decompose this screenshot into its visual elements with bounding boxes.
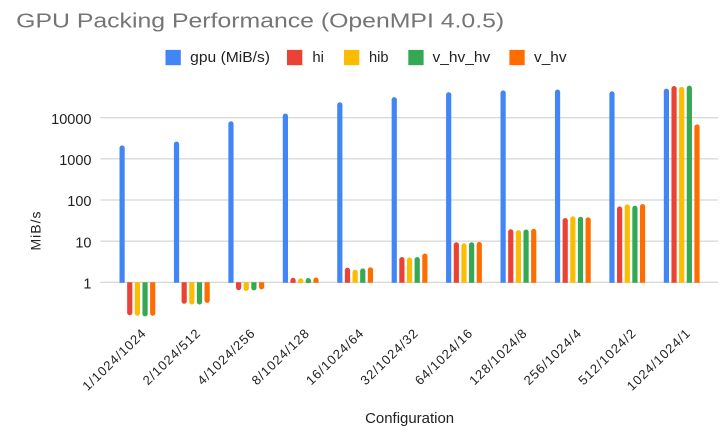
svg-text:1: 1 (83, 276, 91, 292)
svg-text:1000: 1000 (59, 153, 91, 169)
svg-text:10: 10 (75, 235, 91, 251)
svg-text:100: 100 (67, 194, 91, 210)
svg-text:v_hv: v_hv (534, 50, 568, 66)
svg-text:1/1024/1024: 1/1024/1024 (79, 325, 149, 393)
svg-text:gpu (MiB/s): gpu (MiB/s) (190, 50, 270, 66)
svg-text:MiB/s: MiB/s (28, 211, 44, 251)
svg-text:GPU Packing Performance (OpenM: GPU Packing Performance (OpenMPI 4.0.5) (16, 9, 504, 32)
svg-text:10000: 10000 (51, 112, 91, 128)
svg-text:hi: hi (312, 50, 324, 66)
svg-text:hib: hib (369, 50, 389, 66)
svg-text:v_hv_hv: v_hv_hv (433, 50, 492, 66)
svg-text:256/1024/4: 256/1024/4 (521, 325, 585, 388)
svg-text:Configuration: Configuration (365, 410, 454, 427)
svg-text:2/1024/512: 2/1024/512 (140, 325, 204, 388)
svg-text:32/1024/32: 32/1024/32 (357, 325, 421, 388)
